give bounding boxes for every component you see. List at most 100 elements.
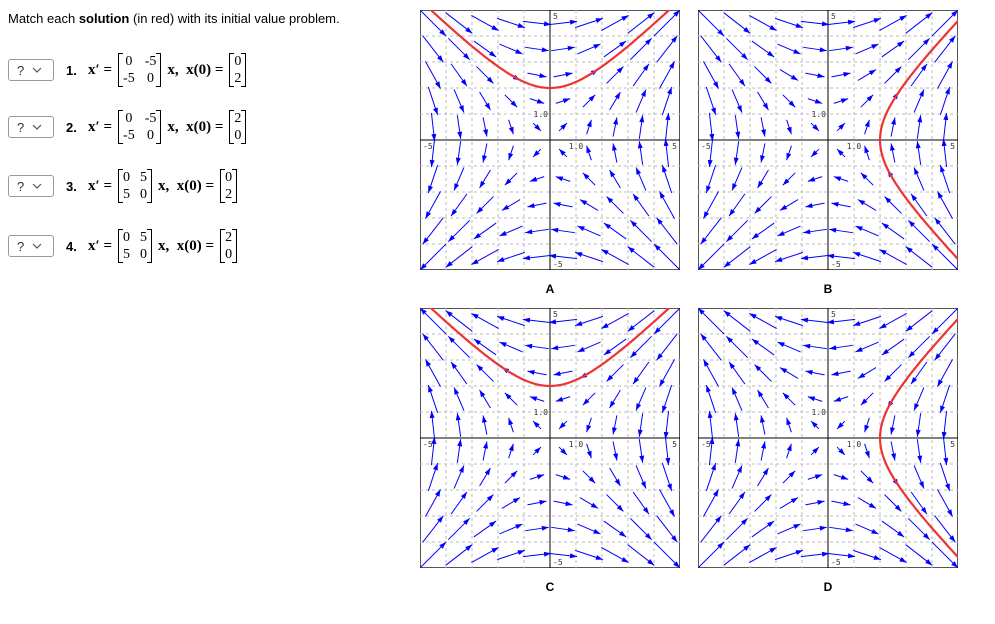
arrow-head bbox=[636, 167, 642, 175]
arrow-head bbox=[735, 131, 741, 139]
arrow-head bbox=[586, 450, 592, 459]
arrow-head bbox=[891, 117, 896, 125]
arrow-head bbox=[793, 48, 801, 54]
arrow-head bbox=[738, 491, 745, 500]
arrow-head bbox=[951, 10, 958, 17]
arrow-head bbox=[439, 29, 446, 36]
arrow-head bbox=[445, 261, 453, 268]
arrow-head bbox=[437, 55, 444, 63]
arrow-head bbox=[595, 555, 603, 560]
arrow-head bbox=[533, 150, 540, 157]
arrow-head bbox=[817, 73, 825, 78]
arrow-head bbox=[627, 325, 635, 332]
arrow-head bbox=[590, 502, 599, 509]
axis-label: -5 bbox=[553, 260, 563, 269]
arrow-head bbox=[534, 124, 541, 131]
arrow-head bbox=[743, 27, 751, 34]
graph-label: B bbox=[823, 282, 833, 296]
solution-curve bbox=[878, 19, 958, 261]
arrow-head bbox=[803, 229, 811, 235]
arrow-head bbox=[754, 364, 762, 372]
arrow-head bbox=[429, 410, 435, 419]
arrow-head bbox=[833, 396, 842, 402]
axis-label: 1.0 bbox=[847, 440, 862, 449]
arrow-head bbox=[458, 105, 464, 113]
arrow-head bbox=[644, 38, 652, 46]
arrow-head bbox=[527, 370, 535, 375]
arrow-head bbox=[738, 78, 745, 87]
arrow-head bbox=[873, 555, 881, 560]
solution-curve bbox=[429, 10, 671, 90]
equation: x′ = 0 -5 -5 0 x, x(0) = 2 0 bbox=[88, 110, 252, 144]
arrow-head bbox=[769, 24, 777, 31]
arrow-head bbox=[945, 483, 950, 491]
arrow-head bbox=[512, 497, 521, 504]
axis-label: -5 bbox=[831, 558, 841, 567]
arrow-head bbox=[614, 91, 621, 100]
arrow-head bbox=[667, 483, 672, 491]
arrow-head bbox=[864, 450, 870, 459]
instruction: Match each solution (in red) with its in… bbox=[8, 11, 340, 26]
arrow-head bbox=[729, 208, 736, 217]
arrow-head bbox=[881, 223, 890, 230]
arrow-head bbox=[647, 559, 655, 566]
arrow-head bbox=[601, 249, 609, 256]
arrow-head bbox=[890, 143, 895, 151]
arrow-head bbox=[639, 115, 645, 123]
arrow-head bbox=[711, 107, 716, 115]
arrow-head bbox=[793, 524, 801, 530]
arrow-head bbox=[899, 15, 907, 22]
arrow-head bbox=[840, 98, 849, 104]
arrow-head bbox=[671, 535, 678, 543]
vector-entry: 2 bbox=[225, 230, 233, 245]
vector-entry: 0 bbox=[225, 247, 233, 262]
arrow-head bbox=[522, 317, 531, 323]
arrow-head bbox=[662, 165, 667, 173]
answer-dropdown[interactable]: ? bbox=[8, 235, 54, 257]
problem-number: 4. bbox=[66, 238, 77, 254]
arrow-head bbox=[873, 18, 881, 23]
arrow-head bbox=[812, 447, 819, 454]
arrow-head bbox=[788, 100, 796, 108]
arrow-head bbox=[536, 98, 545, 104]
arrow-head bbox=[819, 525, 827, 531]
axis-label: -5 bbox=[423, 142, 433, 151]
arrow-head bbox=[630, 350, 638, 358]
arrow-head bbox=[497, 316, 505, 321]
answer-dropdown[interactable]: ? bbox=[8, 175, 54, 197]
arrow-head bbox=[455, 157, 461, 165]
arrow-head bbox=[479, 389, 486, 398]
arrow-head bbox=[640, 89, 646, 97]
arrow-head bbox=[732, 183, 738, 191]
arrow-head bbox=[805, 370, 813, 375]
arrow-head bbox=[777, 230, 785, 236]
arrow-head bbox=[706, 385, 711, 393]
arrow-head bbox=[479, 180, 486, 189]
arrow-head bbox=[482, 155, 487, 163]
arrow-head bbox=[717, 542, 724, 549]
arrow-head bbox=[715, 515, 722, 523]
arrow-head bbox=[609, 169, 616, 178]
arrow-head bbox=[736, 105, 742, 113]
arrow-head bbox=[499, 230, 507, 236]
arrow-head bbox=[726, 234, 734, 242]
arrow-head bbox=[454, 387, 460, 395]
axis-label: 5 bbox=[672, 440, 677, 449]
arrow-head bbox=[522, 255, 531, 261]
arrow-head bbox=[945, 87, 950, 95]
arrow-head bbox=[779, 204, 788, 211]
dropdown-value: ? bbox=[17, 178, 25, 194]
phase-plot: 5 -5 -5 5 1.0 1.0 bbox=[698, 308, 958, 568]
arrow-head bbox=[508, 417, 514, 426]
arrow-head bbox=[843, 72, 851, 77]
answer-dropdown[interactable]: ? bbox=[8, 116, 54, 138]
arrow-head bbox=[754, 206, 762, 214]
arrow-head bbox=[864, 145, 870, 154]
arrow-head bbox=[515, 524, 523, 530]
arrow-head bbox=[451, 361, 458, 370]
answer-dropdown[interactable]: ? bbox=[8, 59, 54, 81]
arrow-head bbox=[811, 421, 818, 428]
arrow-head bbox=[504, 392, 512, 400]
arrow-head bbox=[845, 45, 853, 51]
matrix-entry: 5 bbox=[140, 230, 148, 245]
